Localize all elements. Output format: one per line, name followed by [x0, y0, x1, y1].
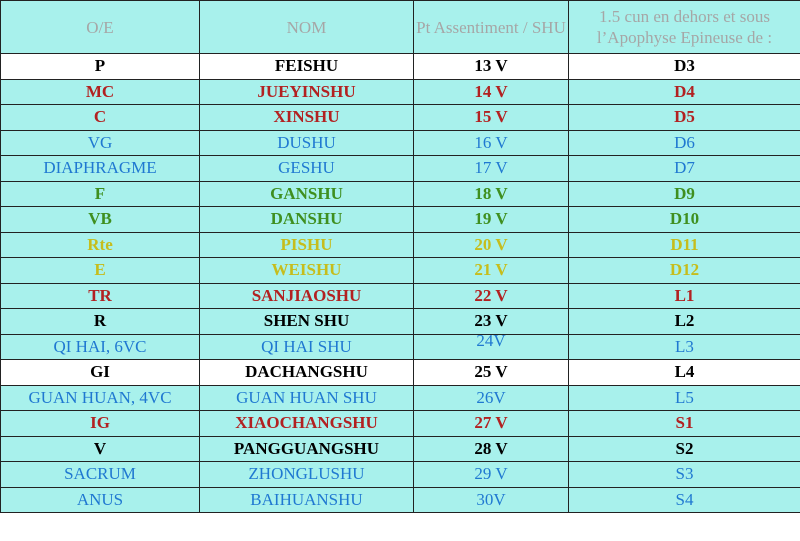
cell-vertebra: L3 — [568, 333, 800, 360]
cell-vertebra: L4 — [568, 359, 800, 386]
cell-point-number: 14 V — [413, 78, 569, 105]
cell-point-number: 13 V — [413, 53, 569, 80]
cell-point-number: 20 V — [413, 231, 569, 258]
cell-point-name: DACHANGSHU — [199, 359, 414, 386]
table-row: E WEISHU 21 V D12 — [0, 257, 800, 284]
header-pt-assentiment: Pt Assentiment / SHU — [413, 0, 569, 54]
cell-vertebra: S3 — [568, 461, 800, 488]
cell-organ: VB — [0, 206, 200, 233]
cell-point-name: PISHU — [199, 231, 414, 258]
cell-organ: Rte — [0, 231, 200, 258]
table-row: F GANSHU 18 V D9 — [0, 180, 800, 207]
cell-vertebra: D5 — [568, 104, 800, 131]
cell-vertebra: D11 — [568, 231, 800, 258]
cell-vertebra: D3 — [568, 53, 800, 80]
shu-points-table: O/E NOM Pt Assentiment / SHU 1.5 cun en … — [0, 0, 800, 513]
table-row: VB DANSHU 19 V D10 — [0, 206, 800, 233]
cell-point-number: 23 V — [413, 308, 569, 335]
cell-point-number: 18 V — [413, 180, 569, 207]
cell-organ: E — [0, 257, 200, 284]
header-oe: O/E — [0, 0, 200, 54]
cell-point-name: XIAOCHANGSHU — [199, 410, 414, 437]
table-row: SACRUM ZHONGLUSHU 29 V S3 — [0, 461, 800, 488]
cell-vertebra: L1 — [568, 282, 800, 309]
cell-organ: VG — [0, 129, 200, 156]
cell-vertebra: S1 — [568, 410, 800, 437]
cell-organ: C — [0, 104, 200, 131]
cell-point-name: DANSHU — [199, 206, 414, 233]
table-row: ANUS BAIHUANSHU 30V S4 — [0, 486, 800, 513]
cell-point-name: ZHONGLUSHU — [199, 461, 414, 488]
cell-point-number: 25 V — [413, 359, 569, 386]
table-row: QI HAI, 6VC QI HAI SHU 24V L3 — [0, 333, 800, 360]
cell-point-name: PANGGUANGSHU — [199, 435, 414, 462]
cell-organ: P — [0, 53, 200, 80]
cell-organ: GUAN HUAN, 4VC — [0, 384, 200, 411]
cell-point-name: FEISHU — [199, 53, 414, 80]
cell-point-name: BAIHUANSHU — [199, 486, 414, 513]
table-row: VG DUSHU 16 V D6 — [0, 129, 800, 156]
cell-vertebra: L2 — [568, 308, 800, 335]
cell-vertebra: S2 — [568, 435, 800, 462]
header-row: O/E NOM Pt Assentiment / SHU 1.5 cun en … — [0, 0, 800, 54]
table-row: GI DACHANGSHU 25 V L4 — [0, 359, 800, 386]
cell-point-number: 29 V — [413, 461, 569, 488]
cell-point-number: 28 V — [413, 435, 569, 462]
cell-point-name: XINSHU — [199, 104, 414, 131]
cell-vertebra: L5 — [568, 384, 800, 411]
cell-point-name: JUEYINSHU — [199, 78, 414, 105]
cell-organ: GI — [0, 359, 200, 386]
cell-organ: SACRUM — [0, 461, 200, 488]
cell-organ: TR — [0, 282, 200, 309]
table-row: DIAPHRAGME GESHU 17 V D7 — [0, 155, 800, 182]
table-row: TR SANJIAOSHU 22 V L1 — [0, 282, 800, 309]
cell-vertebra: D12 — [568, 257, 800, 284]
cell-organ: DIAPHRAGME — [0, 155, 200, 182]
cell-vertebra: D7 — [568, 155, 800, 182]
table-row: MC JUEYINSHU 14 V D4 — [0, 78, 800, 105]
cell-point-number: 17 V — [413, 155, 569, 182]
cell-organ: V — [0, 435, 200, 462]
cell-point-name: WEISHU — [199, 257, 414, 284]
cell-vertebra: D4 — [568, 78, 800, 105]
cell-point-name: GUAN HUAN SHU — [199, 384, 414, 411]
table-row: R SHEN SHU 23 V L2 — [0, 308, 800, 335]
cell-vertebra: D10 — [568, 206, 800, 233]
cell-point-number: 26V — [413, 384, 569, 411]
cell-vertebra: S4 — [568, 486, 800, 513]
cell-vertebra: D6 — [568, 129, 800, 156]
table-row: IG XIAOCHANGSHU 27 V S1 — [0, 410, 800, 437]
cell-organ: ANUS — [0, 486, 200, 513]
header-cun: 1.5 cun en dehors et sous l’Apophyse Epi… — [568, 0, 800, 54]
cell-organ: MC — [0, 78, 200, 105]
cell-point-number: 27 V — [413, 410, 569, 437]
cell-organ: QI HAI, 6VC — [0, 333, 200, 360]
cell-point-name: QI HAI SHU — [199, 333, 414, 360]
cell-vertebra: D9 — [568, 180, 800, 207]
cell-point-number: 22 V — [413, 282, 569, 309]
cell-organ: IG — [0, 410, 200, 437]
cell-point-number: 15 V — [413, 104, 569, 131]
cell-point-name: SHEN SHU — [199, 308, 414, 335]
cell-point-name: SANJIAOSHU — [199, 282, 414, 309]
cell-point-name: DUSHU — [199, 129, 414, 156]
cell-point-number: 16 V — [413, 129, 569, 156]
cell-organ: F — [0, 180, 200, 207]
cell-point-number: 30V — [413, 486, 569, 513]
table-row: Rte PISHU 20 V D11 — [0, 231, 800, 258]
cell-organ: R — [0, 308, 200, 335]
header-nom: NOM — [199, 0, 414, 54]
cell-point-number: 24V — [413, 333, 569, 360]
table-row: P FEISHU 13 V D3 — [0, 53, 800, 80]
cell-point-number: 19 V — [413, 206, 569, 233]
cell-point-number-text: 24V — [476, 334, 506, 350]
cell-point-name: GESHU — [199, 155, 414, 182]
table-row: V PANGGUANGSHU 28 V S2 — [0, 435, 800, 462]
cell-point-name: GANSHU — [199, 180, 414, 207]
cell-point-number: 21 V — [413, 257, 569, 284]
table-row: GUAN HUAN, 4VC GUAN HUAN SHU 26V L5 — [0, 384, 800, 411]
table-row: C XINSHU 15 V D5 — [0, 104, 800, 131]
